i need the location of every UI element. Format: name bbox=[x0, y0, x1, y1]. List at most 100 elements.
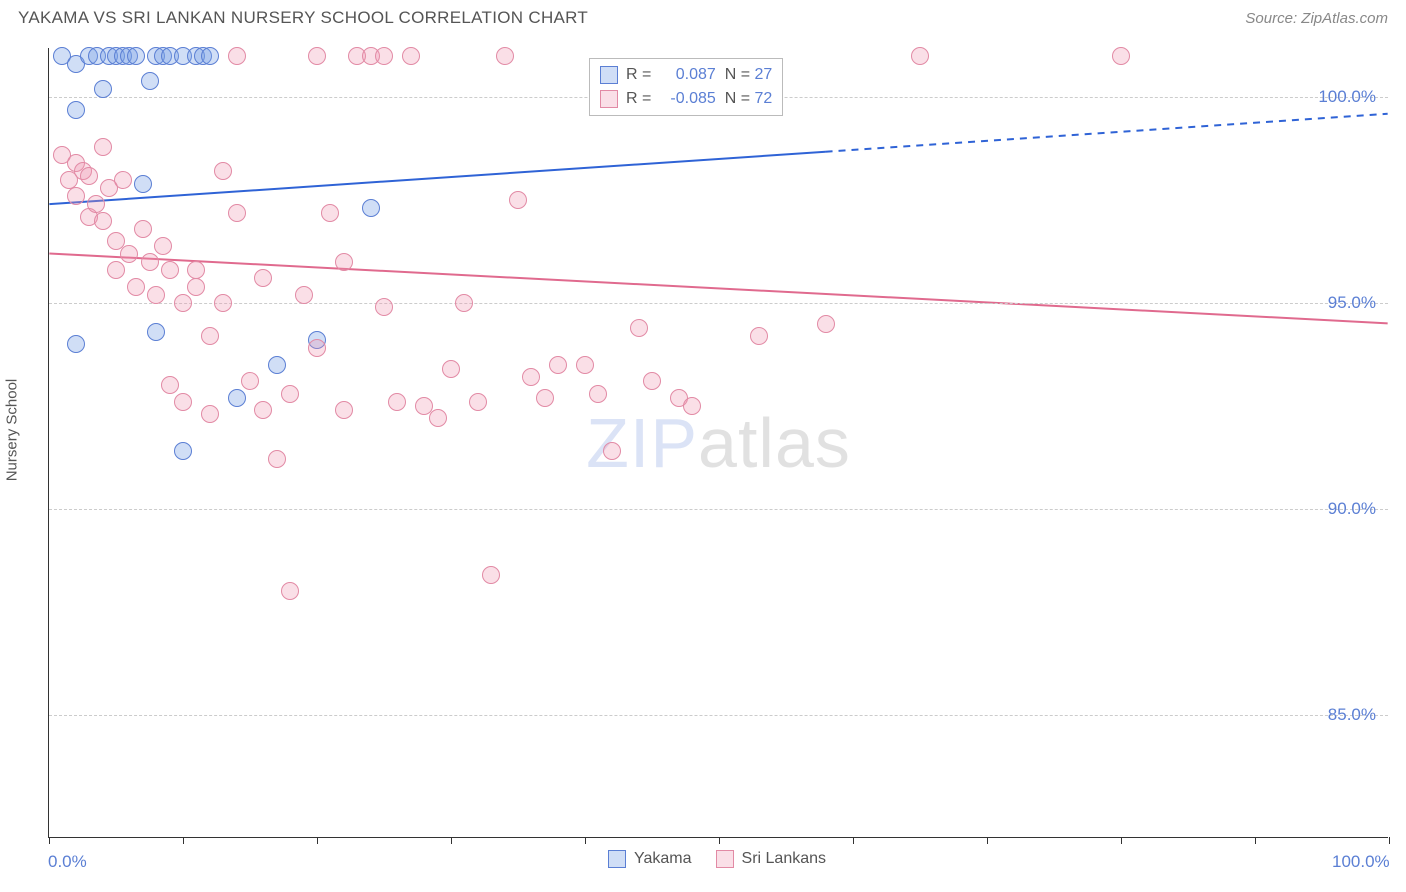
data-point bbox=[335, 253, 353, 271]
trend-line-dashed bbox=[826, 114, 1388, 152]
data-point bbox=[469, 393, 487, 411]
data-point bbox=[268, 450, 286, 468]
data-point bbox=[254, 401, 272, 419]
data-point bbox=[187, 278, 205, 296]
data-point bbox=[147, 286, 165, 304]
data-point bbox=[127, 278, 145, 296]
data-point bbox=[228, 47, 246, 65]
data-point bbox=[94, 80, 112, 98]
data-point bbox=[750, 327, 768, 345]
y-tick-label: 90.0% bbox=[1328, 499, 1376, 519]
data-point bbox=[154, 237, 172, 255]
y-tick-label: 85.0% bbox=[1328, 705, 1376, 725]
data-point bbox=[321, 204, 339, 222]
y-axis-label: Nursery School bbox=[4, 379, 21, 482]
x-tick bbox=[1121, 837, 1122, 844]
data-point bbox=[141, 72, 159, 90]
x-tick bbox=[183, 837, 184, 844]
data-point bbox=[509, 191, 527, 209]
x-tick bbox=[719, 837, 720, 844]
data-point bbox=[254, 269, 272, 287]
data-point bbox=[161, 261, 179, 279]
grid-line bbox=[49, 509, 1388, 510]
stats-legend: R = 0.087 N = 27 R = -0.085 N = 72 bbox=[589, 58, 783, 116]
data-point bbox=[67, 187, 85, 205]
y-tick-label: 100.0% bbox=[1318, 87, 1376, 107]
data-point bbox=[455, 294, 473, 312]
data-point bbox=[281, 385, 299, 403]
series-legend-item: Sri Lankans bbox=[716, 850, 827, 868]
data-point bbox=[402, 47, 420, 65]
data-point bbox=[147, 323, 165, 341]
data-point bbox=[214, 162, 232, 180]
x-tick bbox=[585, 837, 586, 844]
stats-legend-row: R = -0.085 N = 72 bbox=[600, 87, 772, 111]
data-point bbox=[161, 376, 179, 394]
data-point bbox=[335, 401, 353, 419]
trend-line-solid bbox=[49, 253, 1387, 323]
data-point bbox=[120, 245, 138, 263]
data-point bbox=[141, 253, 159, 271]
source-name: ZipAtlas.com bbox=[1301, 10, 1388, 27]
data-point bbox=[67, 335, 85, 353]
trend-line-solid bbox=[49, 152, 825, 204]
data-point bbox=[295, 286, 313, 304]
series-legend-label: Sri Lankans bbox=[742, 850, 827, 868]
data-point bbox=[241, 372, 259, 390]
legend-swatch bbox=[608, 850, 626, 868]
data-point bbox=[187, 261, 205, 279]
data-point bbox=[107, 261, 125, 279]
watermark-zip: ZIP bbox=[586, 404, 698, 482]
data-point bbox=[134, 175, 152, 193]
stats-text: R = -0.085 N = 72 bbox=[626, 90, 772, 108]
x-tick bbox=[451, 837, 452, 844]
x-tick bbox=[49, 837, 50, 844]
data-point bbox=[388, 393, 406, 411]
watermark-atlas: atlas bbox=[698, 404, 851, 482]
data-point bbox=[228, 389, 246, 407]
source-prefix: Source: bbox=[1245, 10, 1301, 27]
data-point bbox=[268, 356, 286, 374]
data-point bbox=[362, 199, 380, 217]
data-point bbox=[817, 315, 835, 333]
data-point bbox=[576, 356, 594, 374]
stats-legend-row: R = 0.087 N = 27 bbox=[600, 63, 772, 87]
data-point bbox=[67, 101, 85, 119]
data-point bbox=[1112, 47, 1130, 65]
data-point bbox=[643, 372, 661, 390]
grid-line bbox=[49, 715, 1388, 716]
grid-line bbox=[49, 303, 1388, 304]
x-tick bbox=[853, 837, 854, 844]
data-point bbox=[630, 319, 648, 337]
data-point bbox=[308, 339, 326, 357]
data-point bbox=[442, 360, 460, 378]
data-point bbox=[429, 409, 447, 427]
x-tick bbox=[317, 837, 318, 844]
data-point bbox=[536, 389, 554, 407]
x-max-label: 100.0% bbox=[1332, 852, 1390, 872]
data-point bbox=[308, 47, 326, 65]
legend-swatch bbox=[716, 850, 734, 868]
data-point bbox=[87, 195, 105, 213]
data-point bbox=[94, 138, 112, 156]
data-point bbox=[174, 393, 192, 411]
data-point bbox=[911, 47, 929, 65]
x-tick bbox=[1389, 837, 1390, 844]
data-point bbox=[114, 171, 132, 189]
x-tick bbox=[1255, 837, 1256, 844]
trend-lines-layer bbox=[49, 48, 1388, 837]
data-point bbox=[201, 47, 219, 65]
x-tick bbox=[987, 837, 988, 844]
stats-text: R = 0.087 N = 27 bbox=[626, 66, 772, 84]
data-point bbox=[375, 298, 393, 316]
data-point bbox=[496, 47, 514, 65]
data-point bbox=[683, 397, 701, 415]
source-attribution: Source: ZipAtlas.com bbox=[1245, 10, 1388, 27]
data-point bbox=[134, 220, 152, 238]
data-point bbox=[281, 582, 299, 600]
chart-title: YAKAMA VS SRI LANKAN NURSERY SCHOOL CORR… bbox=[18, 8, 588, 28]
legend-swatch bbox=[600, 90, 618, 108]
data-point bbox=[174, 294, 192, 312]
data-point bbox=[127, 47, 145, 65]
data-point bbox=[201, 405, 219, 423]
